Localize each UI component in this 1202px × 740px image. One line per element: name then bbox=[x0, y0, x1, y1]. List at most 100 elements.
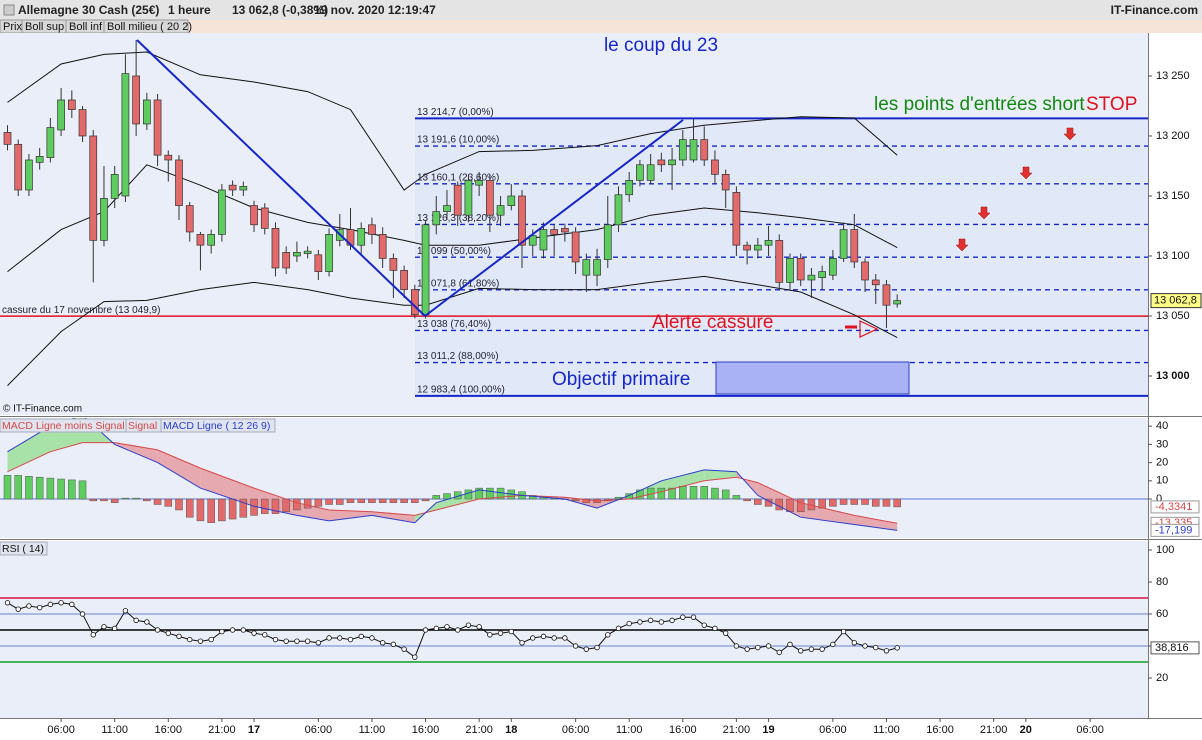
series-point bbox=[840, 628, 847, 635]
y-tick-label: 20 bbox=[1156, 457, 1168, 469]
series-point bbox=[412, 654, 418, 660]
series-point bbox=[680, 614, 686, 620]
series-point bbox=[111, 625, 118, 632]
series-point bbox=[208, 636, 214, 643]
y-tick-label: 60 bbox=[1156, 608, 1168, 620]
series-point bbox=[487, 632, 493, 638]
candle-body bbox=[78, 109, 87, 137]
candle-body bbox=[185, 205, 194, 233]
candle-body bbox=[496, 205, 505, 216]
candle-body bbox=[486, 180, 494, 216]
candle-body bbox=[507, 195, 516, 206]
value-label-box bbox=[1150, 641, 1200, 655]
histogram-bar bbox=[35, 476, 44, 500]
candle-body bbox=[861, 261, 869, 281]
histogram-bar bbox=[218, 498, 226, 522]
series-point bbox=[540, 633, 547, 640]
histogram-bar bbox=[882, 498, 891, 507]
candle-body bbox=[67, 99, 76, 110]
candle-body bbox=[893, 300, 902, 305]
candle-body bbox=[646, 164, 655, 181]
candle-body bbox=[132, 75, 140, 125]
candle-body bbox=[807, 274, 816, 281]
candle-body bbox=[314, 254, 323, 272]
histogram-bar bbox=[207, 498, 215, 523]
candle-body bbox=[775, 240, 784, 283]
histogram-bar bbox=[336, 498, 344, 505]
y-tick-label: 13 100 bbox=[1156, 250, 1190, 262]
legend-label: MACD Ligne moins Signal bbox=[2, 420, 125, 432]
series-point bbox=[240, 627, 247, 633]
y-tick-label: 100 bbox=[1156, 544, 1174, 556]
histogram-bar bbox=[164, 498, 173, 507]
candle-body bbox=[325, 234, 333, 272]
macd-fill-segment bbox=[7, 426, 51, 472]
candle-body bbox=[14, 144, 23, 191]
y-tick-label: 13 000 bbox=[1156, 370, 1190, 382]
histogram-bar bbox=[432, 495, 441, 500]
histogram-bar bbox=[121, 497, 130, 500]
series-point bbox=[326, 635, 332, 641]
series-point bbox=[476, 624, 482, 630]
x-tick-label: 16:00 bbox=[669, 724, 697, 736]
series-point bbox=[647, 617, 654, 624]
series-point bbox=[562, 635, 568, 641]
series-point bbox=[219, 628, 225, 635]
series-point bbox=[626, 620, 632, 627]
series-point bbox=[401, 646, 407, 652]
histogram-bar bbox=[196, 498, 205, 522]
histogram-bar bbox=[25, 476, 33, 500]
candle-body bbox=[228, 184, 237, 191]
series-point bbox=[787, 641, 793, 648]
candle-body bbox=[453, 184, 462, 216]
candle-body bbox=[25, 159, 33, 191]
candle-body bbox=[400, 270, 408, 290]
histogram-bar bbox=[132, 497, 140, 500]
series-point bbox=[690, 614, 697, 620]
candle-body bbox=[796, 258, 805, 281]
candle-body bbox=[786, 258, 794, 283]
macd-fill-segment bbox=[329, 510, 372, 521]
series-point bbox=[101, 624, 107, 630]
series-line bbox=[7, 442, 898, 524]
series-point bbox=[830, 641, 836, 648]
histogram-bar bbox=[314, 498, 323, 507]
candle-body bbox=[539, 229, 548, 251]
histogram-bar bbox=[893, 498, 901, 508]
candle-body bbox=[260, 207, 269, 229]
series-point bbox=[530, 635, 536, 641]
legend-box bbox=[0, 541, 48, 556]
y-tick-label: 30 bbox=[1156, 438, 1168, 450]
histogram-bar bbox=[175, 498, 183, 511]
candle-body bbox=[850, 229, 859, 263]
candle-body bbox=[678, 139, 687, 161]
series-point bbox=[187, 636, 193, 643]
histogram-bar bbox=[421, 498, 430, 502]
candle-body bbox=[668, 159, 676, 166]
series-point bbox=[873, 644, 879, 651]
menu-icon[interactable] bbox=[3, 4, 15, 16]
candle-body bbox=[571, 231, 580, 263]
series-point bbox=[776, 649, 782, 656]
candle-body bbox=[121, 73, 130, 197]
candle-body bbox=[764, 240, 773, 246]
y-tick-label: 13 200 bbox=[1156, 130, 1190, 142]
support-label: cassure du 17 novembre (13 049,9) bbox=[2, 305, 160, 316]
series-point bbox=[122, 608, 129, 614]
series-point bbox=[283, 638, 289, 644]
series-point bbox=[90, 632, 96, 638]
candle-body bbox=[603, 224, 612, 260]
value-label-box bbox=[1150, 523, 1200, 537]
candle-body bbox=[614, 194, 623, 226]
candle-body bbox=[528, 235, 537, 246]
macd-fill-segment bbox=[200, 468, 254, 507]
histogram-bar bbox=[786, 498, 794, 513]
x-tick-label: 06:00 bbox=[562, 724, 590, 736]
histogram-bar bbox=[411, 498, 419, 503]
fib-label: 13 160,1 (23,60%) bbox=[417, 172, 499, 183]
series-point bbox=[583, 646, 590, 652]
down-arrows bbox=[955, 127, 1077, 252]
candle-body bbox=[550, 229, 559, 235]
x-tick-label: 20 bbox=[1020, 724, 1032, 736]
series-point bbox=[79, 611, 86, 617]
